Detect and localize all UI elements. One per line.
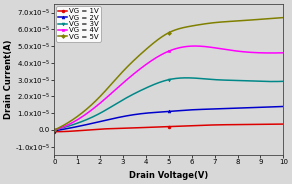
VG = 1V (189, 125, 193, 127)
Line: VG = 3V: VG = 3V (53, 77, 285, 131)
Line: VG = 1V: VG = 1V (53, 123, 285, 133)
VG = 2V (163, 111, 166, 113)
VG = 4V (194, 45, 197, 47)
VG = 4V (176, 47, 180, 49)
VG = 4V (53, 129, 56, 131)
Y-axis label: Drain Current(A): Drain Current(A) (4, 40, 13, 119)
VG = 2V (176, 110, 180, 112)
VG = 3V (281, 80, 285, 82)
VG = 3V (241, 79, 244, 82)
VG = 1V (55, 131, 59, 133)
VG = 5V (53, 129, 56, 131)
VG = 5V (161, 35, 165, 37)
VG = 2V (53, 130, 56, 132)
VG = 2V (161, 111, 165, 113)
VG = 5V (189, 25, 192, 27)
VG = 5V (163, 34, 166, 36)
VG = 4V (277, 52, 280, 54)
VG = 5V (281, 17, 285, 19)
Line: VG = 5V: VG = 5V (53, 16, 285, 131)
VG = 1V (241, 123, 244, 126)
VG = 1V (281, 123, 285, 125)
VG = 1V (162, 126, 165, 128)
VG = 4V (189, 45, 192, 47)
VG = 1V (163, 126, 167, 128)
VG = 5V (176, 28, 180, 30)
VG = 1V (53, 130, 56, 133)
VG = 4V (163, 52, 166, 54)
Line: VG = 4V: VG = 4V (53, 45, 285, 131)
VG = 5V (276, 17, 279, 19)
VG = 4V (161, 53, 165, 55)
VG = 2V (281, 105, 285, 108)
VG = 1V (277, 123, 280, 125)
VG = 3V (176, 77, 180, 79)
Line: VG = 2V: VG = 2V (53, 105, 285, 132)
VG = 4V (241, 51, 244, 53)
VG = 2V (240, 107, 244, 109)
Legend: VG = 1V, VG = 2V, VG = 3V, VG = 4V, VG = 5V: VG = 1V, VG = 2V, VG = 3V, VG = 4V, VG =… (56, 6, 101, 42)
VG = 1V (279, 123, 283, 125)
VG = 3V (277, 80, 280, 83)
VG = 5V (240, 20, 244, 22)
X-axis label: Drain Voltage(V): Drain Voltage(V) (129, 171, 208, 180)
VG = 3V (185, 77, 188, 79)
VG = 3V (161, 80, 165, 82)
VG = 2V (276, 106, 279, 108)
VG = 3V (53, 129, 56, 131)
VG = 1V (177, 125, 180, 127)
VG = 2V (189, 109, 192, 111)
VG = 3V (163, 80, 166, 82)
VG = 3V (189, 77, 193, 79)
VG = 4V (281, 52, 285, 54)
